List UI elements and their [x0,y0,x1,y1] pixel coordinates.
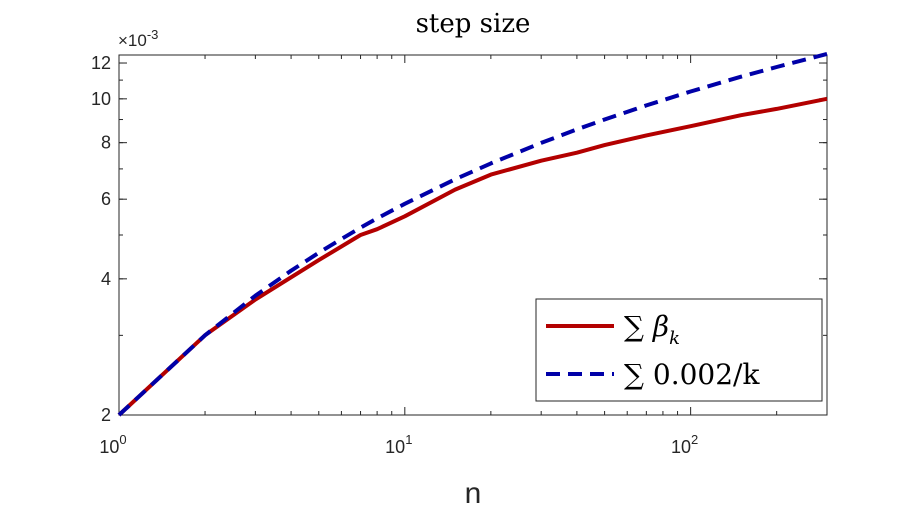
x-tick-exponent: 0 [119,432,126,447]
y-tick-label: 4 [101,269,111,289]
y-multiplier-base: ×10 [118,31,147,50]
x-tick-label: 100 [99,432,126,457]
x-tick-base: 10 [385,437,405,457]
y-tick-label: 6 [101,189,111,209]
legend-label-sum-beta-main: ∑ β [624,310,669,343]
series-line-0 [117,96,828,417]
x-tick-label: 101 [385,432,412,457]
legend-label-sum-beta-sub: k [669,328,680,349]
y-multiplier-exponent: -3 [147,27,159,42]
series-layer [117,51,828,417]
x-tick-exponent: 1 [405,432,412,447]
legend-label-sum-harmonic: ∑ 0.002/k [624,358,760,391]
y-tick-label: 8 [101,133,111,153]
y-tick-label: 10 [91,89,111,109]
x-ticks: 100 101 102 [99,55,698,457]
legend-label-sum-beta: ∑ βk [624,310,680,349]
x-axis-label: n [465,477,482,510]
y-ticks: 2 4 6 8 10 12 [91,53,827,425]
chart-title: step size [416,9,531,39]
y-tick-label: 2 [101,405,111,425]
x-tick-exponent: 2 [691,432,698,447]
minor-ticks [119,55,828,416]
y-tick-label: 12 [91,53,111,73]
series-line-1 [117,51,828,417]
legend: ∑ βk ∑ 0.002/k [535,298,823,402]
legend-box [535,298,823,402]
x-tick-base: 10 [671,437,691,457]
y-multiplier: ×10-3 [118,27,158,50]
x-tick-base: 10 [99,437,119,457]
x-tick-label: 102 [671,432,698,457]
